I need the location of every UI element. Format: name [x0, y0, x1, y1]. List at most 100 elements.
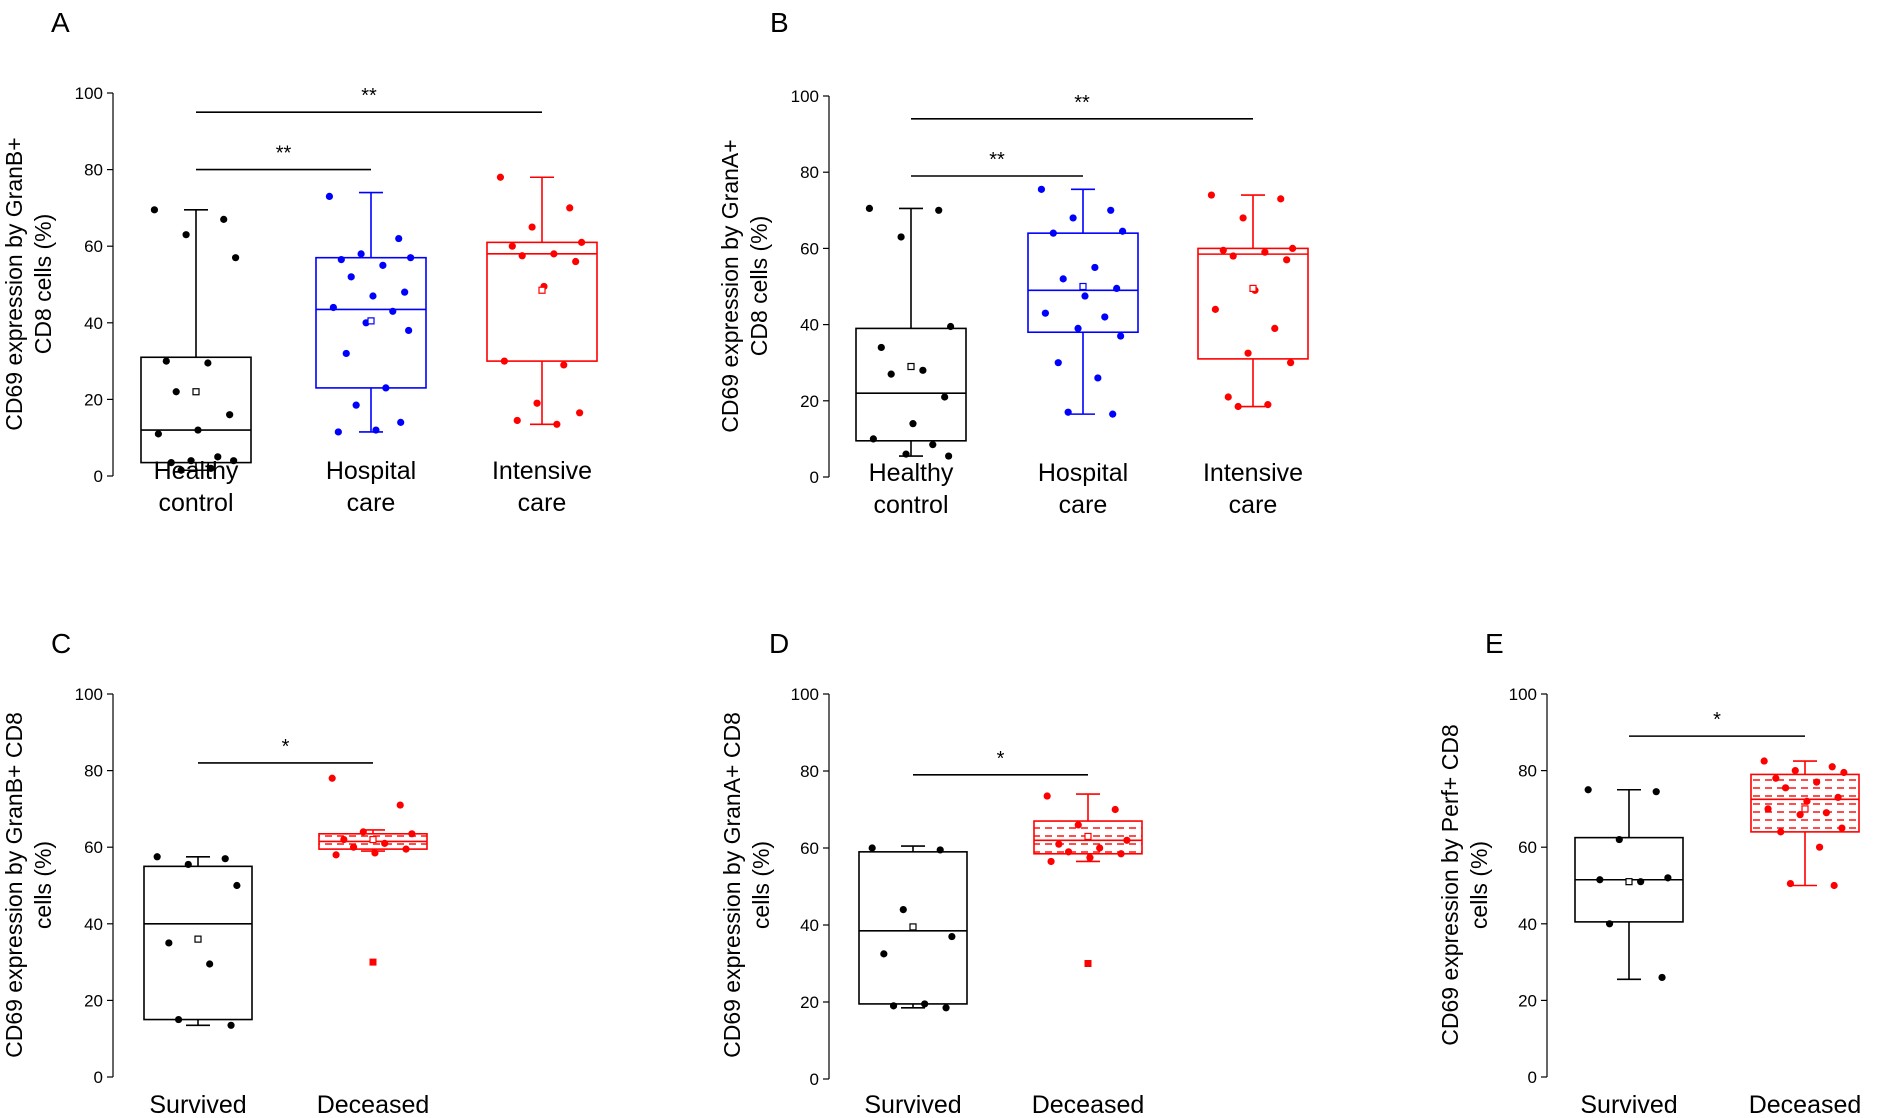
data-point	[550, 250, 558, 258]
data-point	[948, 932, 956, 941]
x-category-label-line: Deceased	[317, 1091, 430, 1118]
data-point	[1111, 805, 1119, 814]
panel-letter: A	[51, 7, 70, 38]
mean-marker	[1801, 805, 1809, 813]
data-point	[508, 242, 516, 250]
panel-letter: D	[769, 628, 789, 659]
data-point	[1049, 229, 1057, 237]
group-0: Healthy control	[855, 204, 967, 519]
panel-letter: B	[770, 7, 789, 38]
data-point	[395, 234, 403, 243]
data-point	[1277, 195, 1285, 203]
data-point	[942, 1004, 950, 1012]
x-category-label: Deceased	[317, 1091, 430, 1118]
data-point	[352, 401, 360, 409]
data-point	[1239, 214, 1247, 222]
box	[486, 241, 598, 362]
data-point	[382, 384, 390, 392]
panel-b: B 0 20 40 60 80 100 CD69 expression by GranA+ CD…	[717, 7, 1309, 519]
data-point	[154, 430, 162, 438]
data-point	[207, 464, 215, 472]
group-1: Deceased	[317, 774, 430, 1118]
data-point	[553, 420, 561, 428]
x-category-label-line: care	[1059, 491, 1108, 519]
box	[858, 851, 968, 1005]
mean-marker	[194, 935, 202, 943]
y-axis-label-line: CD69 expression by GranA+ CD8	[719, 712, 745, 1058]
data-point	[407, 254, 415, 262]
y-tick-label: 0	[94, 467, 103, 486]
y-tick-label: 80	[800, 163, 819, 182]
data-point	[381, 839, 389, 847]
data-point	[347, 273, 355, 281]
y-axis-label-line: CD69 expression by GranA+	[717, 139, 743, 432]
data-point	[340, 835, 348, 844]
data-point	[880, 950, 888, 958]
data-point	[1224, 393, 1232, 401]
data-point	[1261, 248, 1269, 256]
group-1: Deceased	[1032, 792, 1144, 1118]
y-tick-label: 40	[800, 916, 819, 935]
data-point	[1086, 854, 1094, 862]
data-point	[1054, 359, 1062, 367]
data-point	[566, 204, 574, 212]
y-tick-label: 40	[1518, 915, 1537, 934]
data-point	[337, 256, 345, 264]
y-tick-label: 60	[84, 838, 103, 857]
box	[140, 356, 252, 464]
group-0: Survived	[858, 844, 968, 1118]
y-tick-label: 20	[84, 390, 103, 409]
x-category-label: Intensive care	[1203, 459, 1303, 519]
significance-label: **	[1074, 92, 1090, 114]
x-category-label-line: care	[1229, 491, 1278, 519]
data-point	[226, 411, 234, 419]
data-point	[1074, 324, 1082, 333]
data-point	[572, 257, 580, 266]
y-tick-label: 0	[810, 468, 819, 487]
data-point	[1107, 206, 1115, 214]
y-tick-label: 60	[800, 839, 819, 858]
y-tick-label: 60	[800, 239, 819, 258]
y-axis-label-line: CD8 cells (%)	[30, 214, 56, 355]
significance-label: **	[989, 149, 1005, 171]
y-tick-label: 20	[800, 993, 819, 1012]
y-axis-label: CD69 expression by GranA+ CD8 cells (%)	[719, 712, 774, 1058]
mean-marker	[1084, 832, 1092, 841]
data-point	[349, 843, 358, 851]
data-point	[1074, 821, 1082, 829]
data-point	[877, 343, 885, 352]
panel-d: D 0 20 40 60 80 100 CD69 expression by GranA+ C…	[719, 628, 1144, 1118]
data-point	[889, 1002, 898, 1010]
data-point	[945, 452, 953, 460]
data-point	[1764, 805, 1772, 813]
data-point	[153, 853, 161, 861]
data-point	[401, 288, 409, 296]
y-axis-label-line: CD69 expression by Perf+ CD8	[1437, 724, 1463, 1046]
data-point	[397, 418, 405, 426]
data-point	[1069, 214, 1077, 222]
group-0: Survived	[1574, 786, 1684, 1118]
x-category-label-line: control	[158, 489, 233, 517]
data-point	[1271, 324, 1279, 333]
y-axis-label: CD69 expression by GranA+ CD8 cells (%)	[717, 139, 772, 432]
y-axis-label: CD69 expression by GranB+ CD8 cells (%)	[1, 712, 56, 1058]
data-point	[1096, 844, 1104, 852]
data-point	[1796, 811, 1804, 819]
panel-a: A 0 20 40 60 80 100 CD69 expression by GranB+ CD…	[1, 7, 598, 517]
x-category-label-line: Survived	[1580, 1091, 1677, 1118]
data-point	[408, 830, 416, 838]
y-tick-label: 100	[75, 685, 103, 704]
significance-label: **	[361, 85, 377, 107]
data-point	[1207, 191, 1216, 199]
y-tick-label: 100	[75, 84, 103, 103]
data-point	[214, 453, 222, 461]
data-point	[1822, 809, 1830, 817]
data-point	[332, 851, 340, 859]
data-point	[1119, 227, 1127, 235]
data-point	[1117, 332, 1125, 340]
data-point	[220, 215, 228, 223]
x-category-label: Survived	[149, 1091, 246, 1118]
group-1: Deceased	[1749, 757, 1861, 1118]
x-category-label-line: care	[518, 489, 567, 517]
y-tick-label: 0	[810, 1070, 819, 1089]
